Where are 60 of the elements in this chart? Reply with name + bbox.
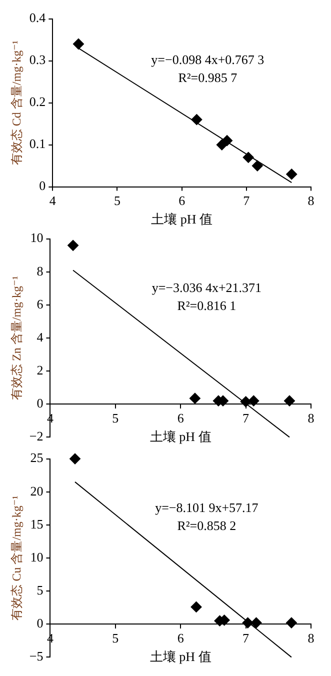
- point: [252, 160, 263, 172]
- x-tick-label: 6: [177, 410, 184, 426]
- x-axis-title: 土壤 pH 值: [150, 428, 212, 444]
- y-tick-label: 10: [30, 549, 44, 564]
- point: [286, 168, 298, 180]
- y-axis-title: 有效态 Cd 含量/mg·kg⁻¹: [9, 40, 24, 166]
- point: [250, 617, 262, 628]
- x-tick-label: 5: [112, 630, 119, 646]
- point: [222, 135, 233, 146]
- point: [191, 114, 202, 126]
- y-tick-label: 0.2: [29, 94, 46, 110]
- point: [240, 396, 252, 408]
- x-tick-label: 8: [308, 410, 314, 426]
- y-tick-label: −2: [29, 428, 44, 444]
- point: [242, 152, 254, 163]
- x-tick-label: 4: [49, 193, 56, 208]
- y-tick-label: 2: [36, 362, 44, 378]
- annotation: R²=0.858 2: [177, 518, 236, 533]
- point: [190, 601, 202, 612]
- x-tick-label: 8: [308, 630, 314, 646]
- x-axis-title: 土壤 pH 值: [150, 648, 212, 664]
- x-tick-label: 5: [112, 410, 119, 426]
- x-tick-label: 7: [243, 193, 250, 208]
- y-tick-label: 6: [36, 296, 44, 312]
- y-tick-label: 0.3: [29, 52, 46, 68]
- x-tick-label: 8: [308, 193, 314, 208]
- y-tick-label: 0.1: [29, 136, 46, 152]
- x-tick-label: 7: [242, 410, 250, 426]
- annotation: R²=0.985 7: [178, 70, 238, 86]
- y-tick-label: 4: [36, 329, 44, 344]
- point: [68, 240, 79, 251]
- y-tick-label: 0: [36, 616, 44, 631]
- point: [286, 617, 297, 628]
- point: [189, 392, 200, 404]
- annotation: R²=0.816 1: [177, 298, 236, 313]
- y-tick-label: 0: [36, 396, 44, 411]
- y-tick-label: 10: [30, 230, 44, 246]
- x-tick-label: 7: [242, 630, 250, 646]
- point: [70, 453, 81, 464]
- x-tick-label: 5: [114, 193, 120, 208]
- point: [248, 395, 260, 406]
- y-tick-label: 0: [39, 178, 46, 194]
- y-tick-label: 5: [36, 582, 44, 598]
- x-tick-label: 6: [177, 630, 184, 646]
- y-tick-label: −5: [29, 648, 44, 664]
- annotation: y=−0.098 4x+0.767 3: [151, 52, 264, 68]
- y-tick-label: 15: [30, 516, 44, 532]
- y-tick-label: 25: [30, 450, 44, 466]
- y-axis-title: 有效态 Zn 含量/mg·kg⁻¹: [9, 276, 24, 400]
- annotation: y=−8.101 9x+57.17: [155, 500, 259, 515]
- y-tick-label: 8: [36, 263, 44, 278]
- point: [284, 395, 295, 406]
- y-tick-label: 20: [30, 483, 44, 498]
- x-axis-title: 土壤 pH 值: [151, 212, 213, 227]
- y-axis-title: 有效态 Cu 含量/mg·kg⁻¹: [9, 495, 24, 620]
- annotation: y=−3.036 4x+21.371: [152, 280, 262, 295]
- x-tick-label: 6: [178, 193, 186, 208]
- point: [242, 617, 254, 628]
- point: [72, 38, 84, 50]
- y-tick-label: 0.4: [29, 10, 46, 26]
